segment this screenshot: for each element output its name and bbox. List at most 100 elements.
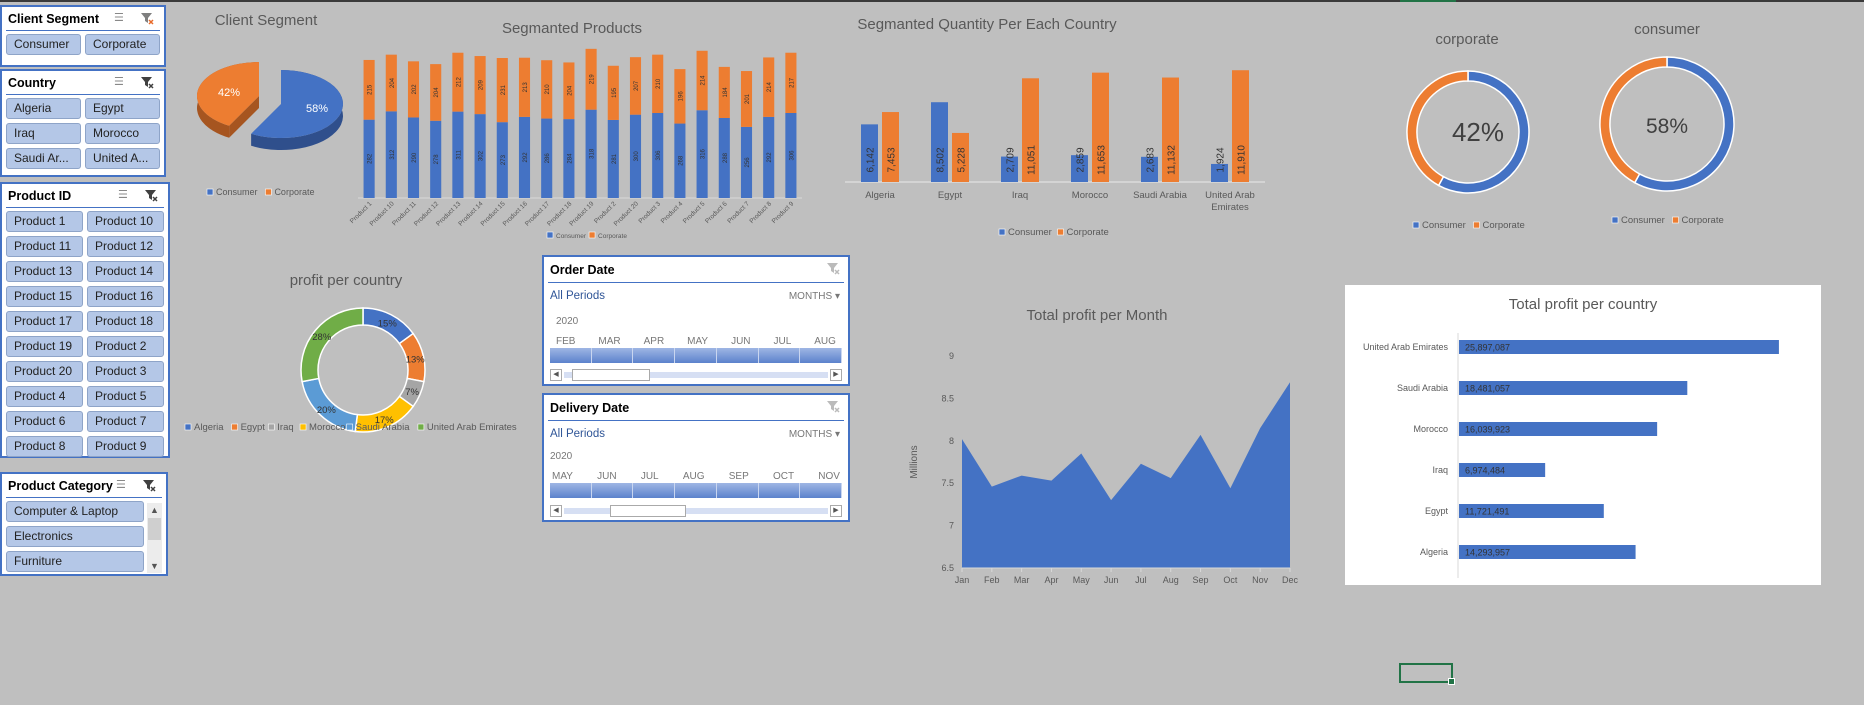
bar-consumer[interactable] <box>541 118 553 198</box>
multi-select-icon[interactable]: ☰ <box>116 479 126 491</box>
scroll-right-icon[interactable]: ▶ <box>830 505 842 517</box>
slicer-item[interactable]: Product 12 <box>87 236 164 257</box>
timeline-scrollbar[interactable]: ◀ ▶ <box>550 505 842 517</box>
timeline-month-segment[interactable] <box>759 483 801 498</box>
bar-corporate[interactable] <box>763 57 775 117</box>
slicer-item[interactable]: Product 16 <box>87 286 164 307</box>
segmented-quantity-chart[interactable]: 6,142 7,453 Algeria 8,502 5,228 Egypt 2,709 11,… <box>840 40 1270 245</box>
bar-consumer[interactable] <box>652 113 664 198</box>
bar-corporate[interactable] <box>1022 78 1039 182</box>
bar-corporate[interactable] <box>740 71 753 127</box>
bar-corporate[interactable] <box>518 57 531 117</box>
slicer-item[interactable]: Consumer <box>6 34 81 55</box>
slicer-item[interactable]: Morocco <box>85 123 160 144</box>
total-profit-per-month-chart[interactable]: 6.5 7 7.5 8 8.5 9 Jan Feb Mar Apr May Jun Jul Aug Sep O… <box>900 340 1300 590</box>
timeline-month-segment[interactable] <box>550 483 592 498</box>
slicer-item[interactable]: Product 10 <box>87 211 164 232</box>
slicer-item[interactable]: Product 17 <box>6 311 83 332</box>
donut-slice[interactable] <box>300 307 364 383</box>
clear-filter-icon[interactable] <box>142 478 156 492</box>
bar-consumer[interactable] <box>861 124 878 182</box>
bar-consumer[interactable] <box>1141 156 1158 182</box>
bar-corporate[interactable] <box>607 65 619 120</box>
slicer-item[interactable]: Product 14 <box>87 261 164 282</box>
slicer-item[interactable]: Product 13 <box>6 261 83 282</box>
bar-consumer[interactable] <box>785 113 797 198</box>
bar-consumer[interactable] <box>1211 163 1228 182</box>
slicer-item[interactable]: Product 18 <box>87 311 164 332</box>
bar-consumer[interactable] <box>407 117 420 198</box>
slicer-item[interactable]: Egypt <box>85 98 160 119</box>
bar-profit[interactable] <box>1459 463 1546 477</box>
timeline-period-bar[interactable] <box>550 348 843 363</box>
bar-corporate[interactable] <box>1232 70 1249 182</box>
timeline-month-segment[interactable] <box>675 348 717 363</box>
timeline-period-bar[interactable] <box>550 483 843 498</box>
bar-corporate[interactable] <box>407 61 420 118</box>
slicer-item[interactable]: Product 2 <box>87 336 164 357</box>
corporate-donut-chart[interactable]: 42% Consumer Corporate <box>1395 60 1545 235</box>
bar-consumer[interactable] <box>718 118 730 198</box>
bar-corporate[interactable] <box>363 59 375 120</box>
scroll-left-icon[interactable]: ◀ <box>550 505 562 517</box>
scroll-track[interactable] <box>564 508 828 514</box>
timeline-month-segment[interactable] <box>550 348 592 363</box>
multi-select-icon[interactable]: ☰ <box>114 76 124 88</box>
profit-per-country-donut-chart[interactable]: 15% 13% 7% 17% 20% 28% Algeria Egypt Iraq Morocco… <box>180 295 520 435</box>
slicer-item[interactable]: Iraq <box>6 123 81 144</box>
timeline-month-segment[interactable] <box>675 483 717 498</box>
slicer-item[interactable]: Algeria <box>6 98 81 119</box>
timeline-month-segment[interactable] <box>592 483 634 498</box>
bar-profit[interactable] <box>1459 422 1658 436</box>
pie-slice-corporate[interactable] <box>196 62 259 126</box>
multi-select-icon[interactable]: ☰ <box>118 189 128 201</box>
selected-cell[interactable] <box>1399 663 1455 685</box>
timeline-month-segment[interactable] <box>717 483 759 498</box>
time-level-dropdown[interactable]: MONTHS ▾ <box>789 429 840 440</box>
bar-consumer[interactable] <box>474 114 486 198</box>
pie-slice-consumer[interactable] <box>251 70 343 138</box>
slicer-item[interactable]: United A... <box>85 148 160 169</box>
timeline-month-segment[interactable] <box>633 483 676 498</box>
bar-consumer[interactable] <box>740 126 753 198</box>
clear-filter-icon[interactable] <box>144 188 158 202</box>
multi-select-icon[interactable]: ☰ <box>114 12 124 24</box>
bar-consumer[interactable] <box>1071 155 1088 182</box>
donut-slice[interactable] <box>1406 70 1469 187</box>
timeline-month-segment[interactable] <box>800 483 843 498</box>
clear-filter-icon[interactable] <box>826 261 840 275</box>
bar-corporate[interactable] <box>563 62 575 120</box>
slicer-item[interactable]: Product 5 <box>87 386 164 407</box>
bar-corporate[interactable] <box>696 50 708 111</box>
bar-consumer[interactable] <box>607 119 619 198</box>
consumer-donut-chart[interactable]: 58% Consumer Corporate <box>1590 50 1750 235</box>
bar-corporate[interactable] <box>385 54 397 112</box>
scroll-track[interactable] <box>564 372 828 378</box>
slicer-item[interactable]: Product 15 <box>6 286 83 307</box>
bar-consumer[interactable] <box>496 122 508 198</box>
scroll-left-icon[interactable]: ◀ <box>550 369 562 381</box>
bar-corporate[interactable] <box>718 66 730 118</box>
bar-corporate[interactable] <box>674 69 686 124</box>
timeline-month-segment[interactable] <box>592 348 634 363</box>
bar-corporate[interactable] <box>541 60 553 119</box>
slicer-item[interactable]: Corporate <box>85 34 160 55</box>
bar-profit[interactable] <box>1459 504 1604 518</box>
clear-filter-icon[interactable] <box>140 11 154 25</box>
bar-corporate[interactable] <box>1162 77 1179 182</box>
bar-corporate[interactable] <box>629 57 642 115</box>
slicer-item[interactable]: Product 1 <box>6 211 83 232</box>
bar-consumer[interactable] <box>674 123 686 198</box>
bar-consumer[interactable] <box>363 119 375 198</box>
clear-filter-icon[interactable] <box>140 75 154 89</box>
time-level-dropdown[interactable]: MONTHS ▾ <box>789 291 840 302</box>
scroll-up-icon[interactable]: ▲ <box>150 505 159 515</box>
bar-corporate[interactable] <box>652 54 664 113</box>
bar-corporate[interactable] <box>496 58 508 123</box>
slicer-item[interactable]: Product 8 <box>6 436 83 457</box>
bar-profit[interactable] <box>1459 340 1779 354</box>
scroll-thumb[interactable] <box>572 369 650 381</box>
slicer-item[interactable]: Electronics <box>6 526 144 547</box>
slicer-item[interactable]: Product 6 <box>6 411 83 432</box>
